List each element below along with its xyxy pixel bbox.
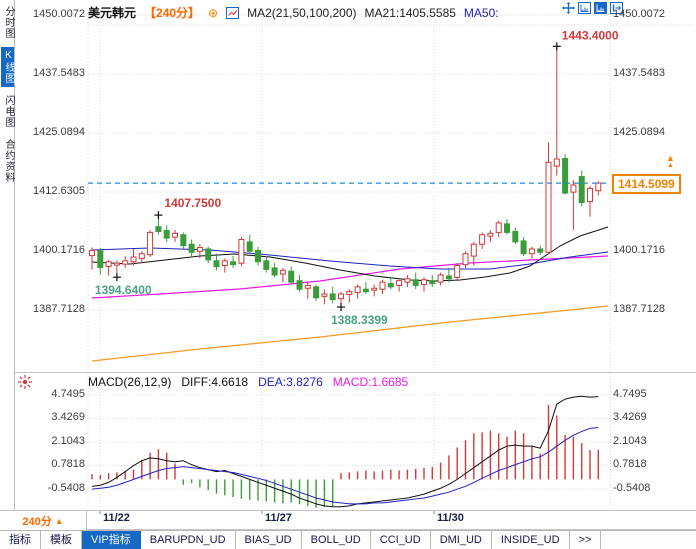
price-axis-label-left: 1387.7128 <box>33 303 85 315</box>
macd-params-label: MACD(26,12,9) <box>88 375 172 389</box>
price-axis-label-right: 1425.0894 <box>613 126 665 138</box>
ma-settings-label: MA2(21,50,100,200) <box>247 5 357 20</box>
indicator-tab[interactable]: BOLL_UD <box>302 531 371 549</box>
macd-axis-label-right: 3.4269 <box>613 411 647 424</box>
sidebar-item-kline-active[interactable]: K线图 <box>1 47 14 87</box>
price-up-arrow-icon: ▲ ▲ <box>666 153 675 170</box>
ma50-value: MA50: <box>463 5 499 20</box>
price-axis-label-left: 1412.6305 <box>33 185 85 197</box>
indicator-settings-icon[interactable] <box>17 374 33 390</box>
price-axis-label-left: 1450.0072 <box>33 8 85 20</box>
timeframe-selector[interactable]: 240分 ▲ <box>0 510 87 530</box>
price-axis-label-left: 1400.1716 <box>33 244 85 256</box>
macd-header: MACD(26,12,9) DIFF:4.6618 DEA:3.8276 MAC… <box>88 375 408 389</box>
indicator-tab[interactable]: DMI_UD <box>431 531 492 549</box>
macd-axis-label-right: 0.7818 <box>613 458 647 471</box>
indicator-tab[interactable]: CCI_UD <box>371 531 431 549</box>
chart-header: 美元韩元 【240分】 ⊕ MA2(21,50,100,200) MA21:14… <box>88 4 499 21</box>
macd-axis-label-right: 2.1043 <box>613 434 647 447</box>
price-axis-label-right: 1450.0072 <box>613 8 665 20</box>
exit-right-icon[interactable] <box>610 2 623 14</box>
scale-axis-icon[interactable] <box>578 2 591 14</box>
macd-dea-value: DEA:3.8276 <box>258 375 323 389</box>
last-price-badge: 1414.5099 <box>612 174 681 195</box>
indicator-tab-bar: 指标 模板 VIP指标 BARUPDN_UD BIAS_UD BOLL_UD CCI_UD D… <box>0 530 696 549</box>
sidebar-item-view[interactable]: 分时图 <box>3 6 14 39</box>
price-axis-label-left: 1437.5483 <box>33 67 85 79</box>
price-axis-label-right: 1387.7128 <box>613 303 665 315</box>
symbol-title: 美元韩元 <box>88 6 137 20</box>
macd-axis-label-left: 3.4269 <box>51 411 85 424</box>
indicator-tab[interactable]: INSIDE_UD <box>492 531 570 549</box>
indicator-tab[interactable]: VIP指标 <box>82 531 141 549</box>
date-label: 11/30 <box>437 512 464 524</box>
macd-axis-label-left: -0.5408 <box>47 481 85 494</box>
chart-toolbar <box>562 2 623 14</box>
price-annotation: 1407.7500 <box>164 196 221 210</box>
sidebar-item-view[interactable]: 闪电图 <box>3 95 14 128</box>
ma21-value: MA21:1405.5585 <box>364 5 456 20</box>
sidebar-item-view[interactable]: 合约资料 <box>3 139 14 183</box>
dropdown-up-arrow-icon: ▲ <box>54 515 64 526</box>
timeframe-selector-label: 240分 <box>22 515 52 528</box>
macd-diff-value: DIFF:4.6618 <box>181 375 249 389</box>
macd-axis-label-left: 4.7495 <box>51 388 85 400</box>
timeframe-label[interactable]: 【240分】 <box>144 6 201 20</box>
date-label: 11/22 <box>103 512 130 524</box>
pan-icon[interactable] <box>562 2 575 14</box>
chart-type-icon[interactable] <box>226 6 240 19</box>
price-annotation: 1388.3399 <box>331 313 388 327</box>
price-annotation: 1394.6400 <box>95 283 152 297</box>
price-annotation: 1443.4000 <box>562 28 619 42</box>
price-axis-label-right: 1400.1716 <box>613 244 665 256</box>
sidebar: 分时图 K线图闪电图合约资料 <box>0 0 15 510</box>
scale-axis-active-icon[interactable] <box>594 2 607 14</box>
indicator-tab[interactable]: 模板 <box>41 531 82 549</box>
indicator-tab[interactable]: 指标 <box>0 531 41 549</box>
indicator-tab[interactable]: BARUPDN_UD <box>141 531 236 549</box>
indicator-tab[interactable]: >> <box>570 531 602 549</box>
macd-axis-label-left: 2.1043 <box>51 434 85 447</box>
macd-hist-value: MACD:1.6685 <box>332 375 409 389</box>
date-label: 11/27 <box>265 512 292 524</box>
macd-axis-label-left: 0.7818 <box>51 458 85 471</box>
price-axis-label-right: 1437.5483 <box>613 67 665 79</box>
macd-axis-label-right: -0.5408 <box>613 481 651 494</box>
price-axis-label-left: 1425.0894 <box>33 126 85 138</box>
indicator-tab[interactable]: BIAS_UD <box>236 531 302 549</box>
macd-axis-label-right: 4.7495 <box>613 388 647 400</box>
add-indicator-icon[interactable]: ⊕ <box>208 5 219 20</box>
